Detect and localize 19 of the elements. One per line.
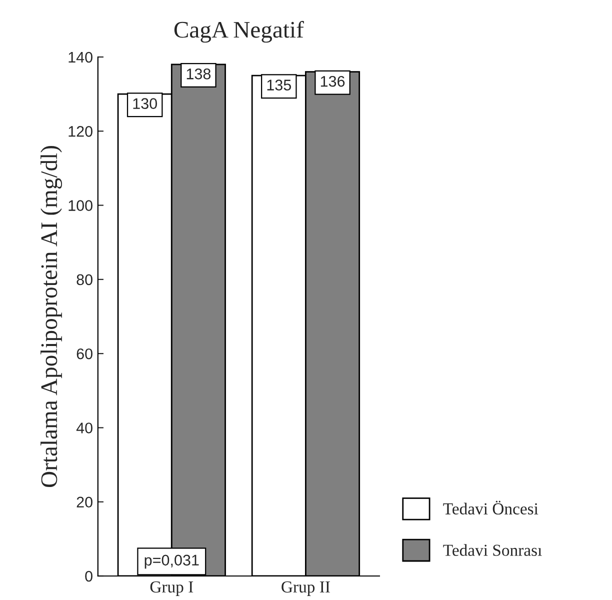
y-tick-label: 100	[68, 200, 92, 211]
x-tick-label: Grup II	[282, 581, 330, 596]
x-tick-label: Grup I	[150, 581, 194, 596]
data-label: 135	[267, 80, 292, 90]
y-tick-label: 20	[76, 496, 92, 508]
data-label: 138	[186, 68, 211, 80]
legend-label: Tedavi Öncesi	[443, 500, 538, 514]
chart-title: CagA Negatif	[174, 20, 304, 43]
y-tick-label: 40	[76, 422, 92, 434]
legend-label: Tedavi Sonrası	[443, 544, 542, 556]
data-label: 136	[320, 76, 345, 87]
annotation: p=0,031	[144, 554, 199, 569]
y-tick-label: 120	[68, 126, 92, 137]
data-label: 130	[133, 98, 157, 109]
y-axis-title: Ortalama Apolipoprotein AI (mg/dl)	[40, 146, 62, 488]
y-tick-label: 0	[85, 570, 92, 582]
y-tick-label: 60	[76, 348, 92, 360]
y-tick-label: 80	[76, 274, 92, 286]
y-tick-label: 140	[68, 52, 92, 63]
